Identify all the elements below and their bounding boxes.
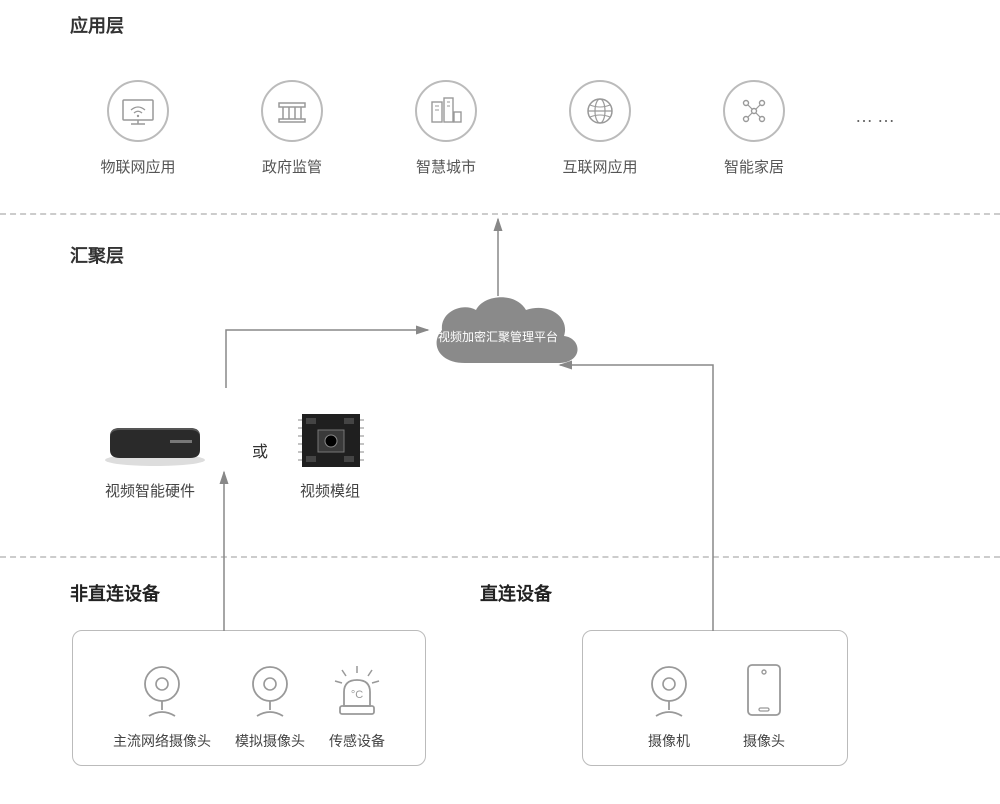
dev-item: 摄像机 <box>644 664 694 751</box>
app-item-internet: 互联网应用 <box>540 80 660 177</box>
dev-label: 摄像机 <box>644 731 694 751</box>
gov-building-icon <box>261 80 323 142</box>
webcam-icon <box>245 664 295 718</box>
webcam-icon <box>644 664 694 718</box>
dev-label: 主流网络摄像头 <box>113 731 211 751</box>
video-hardware-icon <box>100 418 210 473</box>
indirect-title: 非直连设备 <box>70 580 160 606</box>
app-label: 政府监管 <box>232 156 352 177</box>
divider-2 <box>0 556 1000 558</box>
app-item-gov: 政府监管 <box>232 80 352 177</box>
app-item-iot: 物联网应用 <box>78 80 198 177</box>
webcam-icon <box>137 664 187 718</box>
app-item-smarthome: 智能家居 <box>694 80 814 177</box>
app-label: 物联网应用 <box>78 156 198 177</box>
dev-item: °C 传感设备 <box>329 664 385 751</box>
app-label: 智慧城市 <box>386 156 506 177</box>
dev-item: 摄像头 <box>742 662 786 751</box>
app-label: 互联网应用 <box>540 156 660 177</box>
or-label: 或 <box>252 438 268 462</box>
app-label: 智能家居 <box>694 156 814 177</box>
dev-item: 主流网络摄像头 <box>113 664 211 751</box>
video-module-label: 视频模组 <box>300 480 360 501</box>
city-icon <box>415 80 477 142</box>
divider-1 <box>0 213 1000 215</box>
video-hardware-label: 视频智能硬件 <box>105 480 195 501</box>
direct-box: 摄像机 摄像头 <box>582 630 848 766</box>
agg-layer-title: 汇聚层 <box>70 242 124 268</box>
globe-icon <box>569 80 631 142</box>
cloud-label: 视频加密汇聚管理平台 <box>418 328 578 345</box>
direct-title: 直连设备 <box>480 580 552 606</box>
dev-item: 模拟摄像头 <box>235 664 305 751</box>
dev-label: 模拟摄像头 <box>235 731 305 751</box>
monitor-wifi-icon <box>107 80 169 142</box>
dev-label: 摄像头 <box>742 731 786 751</box>
alarm-sensor-icon: °C <box>330 664 384 718</box>
tablet-cam-icon <box>742 662 786 718</box>
app-item-city: 智慧城市 <box>386 80 506 177</box>
dev-label: 传感设备 <box>329 731 385 751</box>
app-ellipsis: …… <box>855 106 899 127</box>
indirect-box: 主流网络摄像头 模拟摄像头 °C 传感设备 <box>72 630 426 766</box>
video-module-icon <box>296 408 366 478</box>
svg-text:°C: °C <box>351 689 363 701</box>
network-nodes-icon <box>723 80 785 142</box>
app-layer-title: 应用层 <box>70 12 124 38</box>
